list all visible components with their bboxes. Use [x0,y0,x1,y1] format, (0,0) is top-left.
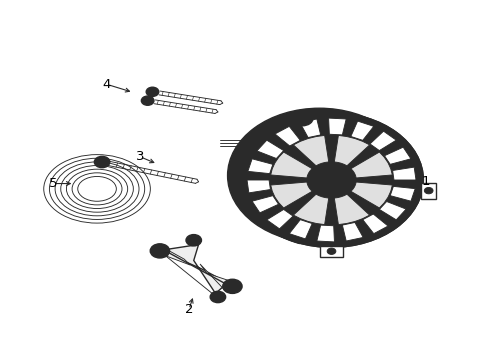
Circle shape [144,99,150,103]
Polygon shape [328,118,346,135]
Polygon shape [350,152,391,178]
Polygon shape [256,140,283,158]
Polygon shape [200,264,233,291]
Polygon shape [293,135,328,166]
Circle shape [424,188,432,194]
Circle shape [155,248,164,254]
Circle shape [298,115,306,121]
Circle shape [326,248,335,255]
Text: 2: 2 [184,303,193,316]
Circle shape [185,235,201,246]
Circle shape [239,113,423,247]
Polygon shape [246,180,270,193]
Circle shape [150,244,169,258]
Text: 4: 4 [102,78,111,91]
Circle shape [94,156,110,168]
Polygon shape [316,225,334,242]
Polygon shape [289,220,311,239]
Circle shape [214,294,221,300]
Polygon shape [159,245,190,265]
Polygon shape [389,186,414,201]
Circle shape [98,159,106,165]
Polygon shape [247,159,272,174]
Circle shape [227,283,236,289]
Bar [420,183,435,199]
Circle shape [223,279,242,293]
Circle shape [291,110,312,126]
Polygon shape [334,194,369,225]
Bar [319,246,343,257]
Polygon shape [392,167,415,180]
Polygon shape [384,147,410,164]
Circle shape [146,87,159,96]
Polygon shape [299,119,320,138]
Text: 5: 5 [49,177,58,190]
Polygon shape [334,135,369,166]
Circle shape [190,238,197,243]
Circle shape [149,90,155,94]
Circle shape [227,108,410,243]
Circle shape [210,291,225,303]
Polygon shape [379,202,406,220]
Polygon shape [369,131,395,150]
Polygon shape [270,152,311,178]
Polygon shape [274,126,300,146]
Polygon shape [350,121,373,140]
Circle shape [141,96,154,105]
Circle shape [321,172,341,188]
Text: 3: 3 [136,150,144,163]
Circle shape [268,134,393,226]
Polygon shape [350,182,391,208]
Polygon shape [293,194,328,225]
Polygon shape [342,222,363,241]
Polygon shape [165,244,227,293]
Text: 1: 1 [421,175,429,188]
Polygon shape [252,196,278,213]
Polygon shape [266,210,292,229]
Polygon shape [270,182,311,208]
Polygon shape [362,214,387,234]
